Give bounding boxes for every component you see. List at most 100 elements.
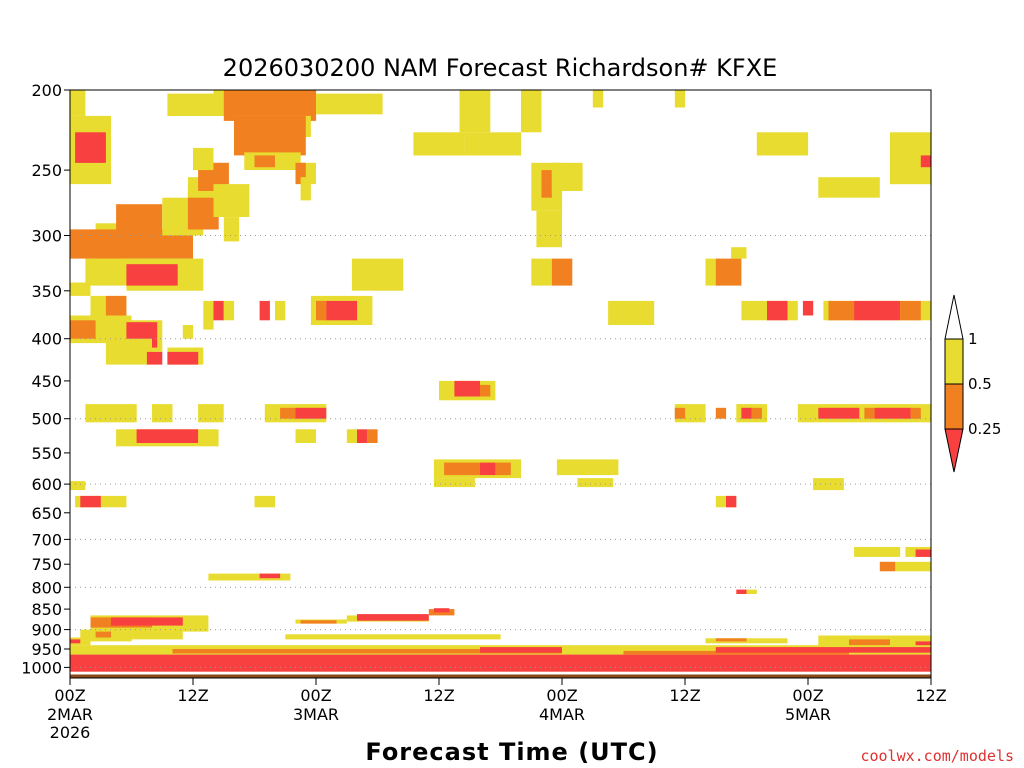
heatmap-cell [556,459,619,476]
y-tick-label: 250 [31,161,62,180]
x-year-label: 2026 [50,723,91,742]
heatmap-cell [674,90,686,108]
colorbar-level-label: 1 [968,330,978,348]
heatmap-cell [326,300,358,321]
plot-frame [69,89,932,679]
y-tick-label: 750 [31,555,62,574]
heatmap-cell [146,351,163,365]
heatmap-cell [623,650,849,655]
heatmap-cell [731,247,747,259]
heatmap-cell [254,495,275,508]
heatmap-cell [915,641,931,648]
heatmap-cell [105,338,152,365]
heatmap-cell [259,300,270,321]
heatmap-cell [531,258,552,286]
colorbar-segment [944,383,964,430]
x-axis-label: Forecast Time (UTC) [365,738,658,766]
heatmap-cell [182,325,194,339]
x-tick-label: 00Z [546,686,577,705]
heatmap-cell [295,162,306,185]
heatmap-cell [300,620,337,624]
x-tick-label: 00Z [54,686,85,705]
heatmap-cell [802,300,814,316]
heatmap-cell [920,155,932,168]
y-tick-label: 700 [31,530,62,549]
heatmap-cell [746,589,757,594]
y-axis: 200 250 300 350 400 450 500 550 600 650 700 750 800 8… [21,81,70,677]
x-date-label: 5MAR [785,705,831,724]
y-tick-label: 400 [31,330,62,349]
heatmap-cell [131,627,183,640]
heatmap-cell [70,90,86,116]
heatmap-cell [280,407,296,419]
heatmap-cell [756,132,809,156]
heatmap-cell [715,638,747,642]
heatmap-cell [536,210,562,248]
x-tick-label: 12Z [915,686,946,705]
heatmap-cell [70,654,931,672]
heatmap-cell [75,132,106,163]
heatmap-cell [592,90,604,108]
heatmap-cell [674,407,686,419]
heatmap-cell [813,478,844,491]
heatmap-cell [874,407,911,419]
x-tick-label: 00Z [792,686,823,705]
heatmap-cell [275,300,286,321]
heatmap-cell [828,300,855,321]
x-tick-label: 12Z [669,686,700,705]
heatmap-cell [818,177,880,198]
heatmap-cell [608,300,655,325]
heatmap-cell [152,404,173,423]
colorbar-level-label: 0.5 [968,375,992,393]
heatmap-cell [915,549,931,557]
heatmap-cell [849,639,890,646]
heatmap-cell [726,495,737,508]
colorbar-bottom-arrow [944,428,964,473]
heatmap-cell [70,320,96,339]
y-tick-label: 600 [31,475,62,494]
heatmap-cell [351,258,404,291]
heatmap-cell [223,300,235,321]
heatmap-cell [111,617,183,626]
heatmap-cell [105,295,127,316]
x-date-label: 4MAR [539,705,585,724]
y-tick-label: 450 [31,372,62,391]
ground-fill [70,674,931,678]
heatmap-cell [895,561,931,572]
heatmap-cell [741,407,752,419]
chart-title: 2026030200 NAM Forecast Richardson# KFXE [223,54,778,82]
heatmap-cell [167,93,224,116]
heatmap-cell [736,589,747,594]
y-tick-label: 200 [31,81,62,100]
heatmap-cell [751,407,762,419]
heatmap-cell [367,429,378,443]
y-tick-label: 300 [31,227,62,246]
heatmap-cell [910,407,921,419]
heatmap-cell [551,162,583,191]
colorbar-legend: 1 0.5 0.25 [944,294,1001,473]
heatmap-cell [223,90,317,121]
heatmap-cell [285,634,501,640]
heatmap-cell [577,478,614,488]
y-tick-label: 800 [31,578,62,597]
heatmap-cell [193,147,214,171]
heatmap-cell [95,631,111,638]
heatmap-cell [879,561,896,572]
heatmap-cell [136,429,199,443]
x-date-label: 3MAR [293,705,339,724]
heatmap-cell [818,407,860,419]
heatmap-cell [715,258,742,286]
x-tick-label: 00Z [300,686,331,705]
credit-text: coolwx.com/models [860,747,1014,765]
heatmap-cell [213,184,250,217]
heatmap-cell [295,429,316,443]
heatmap-cell [715,407,727,419]
heatmap-cell [167,351,199,365]
y-tick-label: 350 [31,282,62,301]
heatmap-cell [464,132,521,156]
heatmap-cell [70,639,81,644]
heatmap-cell [300,177,311,201]
heatmap-cell [433,478,475,488]
